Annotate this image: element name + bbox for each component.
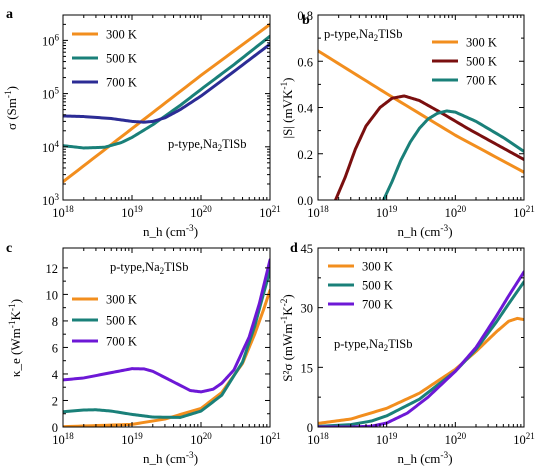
annotation-label: p-type,Na2TlSb	[110, 260, 188, 276]
panel-b: 1018 1019 1020 1021 0.0 0.2 0.4 0.6 0.8 n_h (cm-3…	[280, 9, 535, 239]
plot-frame	[62, 247, 271, 428]
x-tick-label: 1019	[376, 431, 398, 447]
x-tick-label: 1019	[376, 204, 398, 220]
x-axis-label: n_h (cm-3)	[143, 451, 198, 466]
y-tick-label: 105	[42, 86, 60, 102]
y-tick-label: 0.2	[297, 148, 313, 162]
legend-label: 700 K	[466, 74, 497, 88]
y-tick-label: 8	[52, 315, 58, 329]
y-tick-label: 0	[52, 421, 58, 435]
y-tick-label: 106	[42, 32, 60, 48]
legend-label: 500 K	[106, 52, 137, 66]
y-tick-label: 4	[52, 368, 59, 382]
x-tick-label: 1021	[259, 431, 281, 447]
series-line-700k	[318, 270, 524, 427]
series-line-700k	[63, 258, 270, 394]
y-axis-label: |S| (mVK-1)	[280, 77, 295, 138]
legend-label: 500 K	[362, 279, 393, 293]
y-tick-label: 0.8	[297, 9, 313, 23]
y-tick-label: 0.4	[297, 102, 313, 116]
legend-label: 700 K	[106, 76, 137, 90]
y-tick-label: 0	[307, 421, 313, 435]
panel-a: 1018 1019 1020 1021 103 104 105 106 n_h (cm-3) σ …	[4, 7, 281, 239]
y-tick-label: 30	[301, 302, 314, 316]
annotation-label: p-type,Na2TlSb	[334, 337, 412, 353]
legend-label: 300 K	[106, 28, 137, 42]
x-tick-label: 1020	[190, 431, 212, 447]
y-axis-label: κ_e (Wm-1K-1)	[8, 299, 23, 377]
x-tick-label: 1019	[121, 431, 143, 447]
x-tick-label: 1019	[121, 204, 143, 220]
legend-label: 500 K	[466, 55, 497, 69]
x-tick-label: 1018	[52, 431, 74, 447]
y-tick-label: 45	[301, 242, 314, 256]
series-line-300k	[63, 22, 270, 184]
x-axis-label: n_h (cm-3)	[397, 451, 452, 466]
panel-letter: d	[290, 241, 298, 256]
series-line-500k	[318, 280, 524, 427]
y-tick-label: 103	[42, 192, 60, 208]
panel-letter: c	[6, 241, 12, 256]
panel-letter: b	[302, 13, 310, 28]
y-tick-label: 104	[42, 139, 60, 155]
series-line-700k	[382, 109, 524, 200]
legend-label: 300 K	[466, 36, 497, 50]
x-tick-label: 1020	[445, 204, 467, 220]
legend-label: 700 K	[106, 335, 137, 349]
x-tick-label: 1021	[513, 431, 535, 447]
y-tick-label: 0.0	[297, 194, 313, 208]
y-tick-label: 15	[301, 361, 314, 375]
x-axis-label: n_h (cm-3)	[397, 224, 452, 239]
x-axis-label: n_h (cm-3)	[143, 224, 198, 239]
legend-label: 500 K	[106, 314, 137, 328]
x-tick-label: 1021	[513, 204, 535, 220]
series-line-500k	[63, 269, 270, 419]
y-tick-label: 10	[46, 288, 59, 302]
legend-label: 300 K	[362, 260, 393, 274]
panel-c: 1018 1019 1020 1021 0 2 4 6 8 10 12 n_h (cm-3) κ_e (…	[6, 241, 281, 466]
legend-label: 700 K	[362, 298, 393, 312]
annotation-label: p-type,Na2TlSb	[324, 27, 402, 43]
x-tick-label: 1018	[307, 204, 329, 220]
series-line-300k	[318, 49, 524, 174]
x-tick-label: 1021	[259, 204, 281, 220]
legend-label: 300 K	[106, 293, 137, 307]
series-line-300k	[318, 316, 524, 425]
annotation-label: p-type,Na2TlSb	[168, 137, 246, 153]
x-tick-label: 1018	[52, 204, 74, 220]
y-tick-label: 2	[52, 394, 58, 408]
y-tick-label: 0.6	[297, 55, 313, 69]
y-axis-label: S²σ (mWm-1K-2)	[280, 294, 295, 382]
y-axis-label: σ (Sm-1)	[4, 86, 19, 130]
plot-frame	[62, 14, 271, 201]
x-tick-label: 1018	[307, 431, 329, 447]
series-line-500k	[334, 94, 524, 200]
panel-letter: a	[6, 7, 13, 22]
series-line-700k	[63, 42, 270, 124]
x-tick-label: 1020	[445, 431, 467, 447]
panel-d: 1018 1019 1020 1021 0 15 30 45 n_h (cm-3) S²σ (mW…	[280, 241, 535, 466]
y-tick-label: 6	[52, 341, 58, 355]
series-line-500k	[63, 34, 270, 150]
y-tick-label: 12	[46, 262, 59, 276]
x-tick-label: 1020	[190, 204, 212, 220]
